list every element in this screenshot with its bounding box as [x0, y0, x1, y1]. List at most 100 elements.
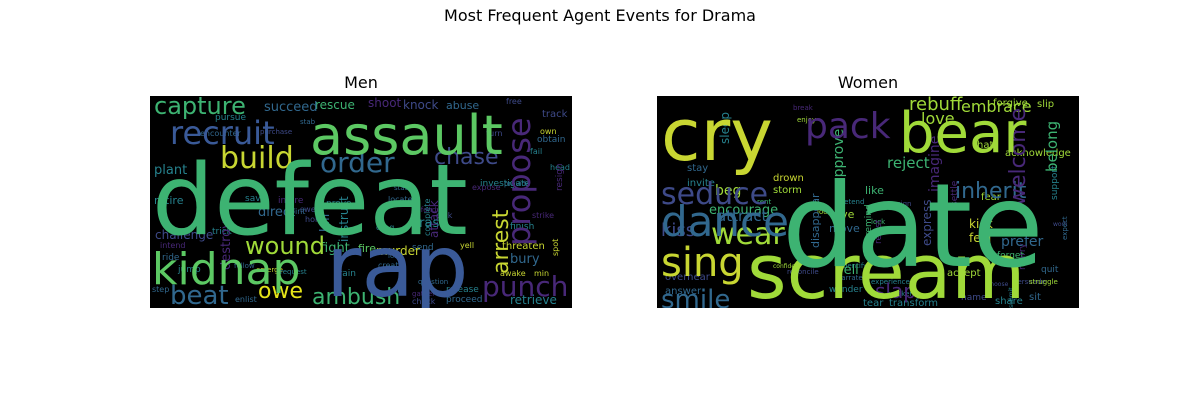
word-investigate: investigate: [480, 179, 531, 189]
word-rap: rap: [326, 217, 469, 308]
word-defend: defend: [412, 206, 436, 214]
word-drown: drown: [773, 173, 804, 184]
word-fly: fly: [394, 285, 406, 295]
word-own: own: [540, 127, 557, 136]
word-feel: feel: [969, 231, 991, 245]
word-shoot: shoot: [368, 96, 402, 110]
word-purchase: purchase: [260, 128, 292, 136]
word-support: support: [1050, 165, 1060, 200]
word-destroy: destroy: [219, 221, 234, 270]
word-kill: kill: [318, 214, 333, 232]
word-expect: expect: [1061, 216, 1069, 240]
word-settle: settle: [950, 180, 960, 206]
word-kiss: kiss: [661, 220, 695, 241]
word-beat: beat: [170, 281, 229, 308]
word-wonder: wonder: [829, 285, 863, 295]
word-answer: answer: [665, 286, 702, 297]
word-remind: remind: [864, 204, 874, 236]
word-obtain: obtain: [537, 135, 565, 145]
word-strike: strike: [532, 211, 554, 220]
word-belong: belong: [1043, 121, 1061, 172]
word-finish: finish: [510, 222, 534, 232]
word-send: send: [412, 243, 434, 253]
word-identify: identify: [841, 262, 867, 270]
word-accept: accept: [947, 268, 981, 279]
word-marry: marry: [1018, 242, 1028, 270]
word-punch: punch: [482, 270, 568, 303]
word-slap: slap: [875, 279, 916, 303]
word-fell: fell: [839, 263, 859, 278]
word-proceed: proceed: [446, 295, 482, 305]
word-capture: capture: [154, 96, 246, 120]
word-order: order: [320, 146, 395, 179]
word-storm: storm: [773, 185, 802, 196]
word-jump: jump: [177, 265, 201, 275]
word-create: create: [378, 261, 403, 270]
word-step: step: [152, 285, 169, 294]
word-enjoy: enjoy: [797, 116, 816, 124]
word-approve: approve: [831, 129, 847, 186]
word-expose: expose: [472, 183, 501, 192]
word-imagine: imagine: [927, 136, 943, 192]
word-awake: awake: [500, 269, 526, 278]
word-forget: forget: [997, 251, 1024, 261]
word-recruit: recruit: [170, 114, 275, 152]
word-kidnap: kidnap: [152, 244, 300, 295]
word-head: head: [550, 163, 570, 172]
word-wound: wound: [245, 232, 325, 260]
word-sing: sing: [661, 240, 744, 286]
word-move: move: [829, 222, 860, 235]
word-instruct: instruct: [337, 196, 351, 242]
word-fire: fire: [358, 242, 376, 255]
word-kick: kick: [969, 217, 993, 231]
word-propose: propose: [500, 117, 538, 246]
word-embrace: embrace: [961, 97, 1032, 116]
word-follow: follow: [234, 262, 255, 270]
word-beg: beg: [715, 183, 741, 199]
word-knock: knock: [403, 98, 438, 112]
word-pack: pack: [805, 106, 891, 147]
word-gather: gather: [412, 290, 435, 298]
word-disappear: disappear: [809, 193, 822, 248]
word-transform: transform: [889, 298, 938, 308]
word-cloud-men: state purchase provide defend lose check enlis…: [150, 96, 572, 308]
word-resign: resign: [555, 163, 565, 191]
word-love: love: [921, 109, 955, 128]
word-spot: spot: [551, 239, 560, 256]
word-overhear: overhear: [665, 272, 711, 283]
word-state: state: [394, 184, 412, 192]
word-rent: rent: [757, 198, 771, 206]
word-resist: resist: [874, 219, 884, 244]
word-awaken: awaken: [887, 290, 914, 298]
word-arrest: arrest: [489, 209, 514, 274]
word-hold: hold: [305, 215, 322, 224]
word-wear: wear: [711, 217, 785, 252]
word-seduce: seduce: [661, 177, 768, 212]
word-prefer: prefer: [1001, 234, 1043, 250]
word-complete: complete: [423, 199, 432, 236]
word-retire: retire: [154, 194, 184, 207]
word-pick: pick: [436, 211, 453, 220]
word-fight: fight: [320, 241, 350, 256]
word-direct: direct: [258, 205, 295, 220]
word-swear: swear: [300, 205, 325, 214]
word-encounter: encounter: [200, 129, 241, 138]
word-hat: hat: [977, 140, 993, 151]
word-provide: provide: [504, 180, 530, 188]
word-ambush: ambush: [312, 285, 400, 308]
word-threaten: threaten: [502, 241, 545, 252]
word-abuse: abuse: [446, 99, 479, 112]
figure-title: Most Frequent Agent Events for Drama: [444, 6, 756, 25]
word-trick: trick: [212, 227, 233, 237]
word-succeed: succeed: [264, 100, 318, 115]
word-turn: turn: [486, 129, 502, 138]
word-defeat: defeat: [152, 144, 468, 258]
word-bury: bury: [510, 252, 540, 267]
word-emerge: emerge: [256, 266, 283, 274]
word-like: like: [865, 184, 884, 197]
word-cloud-women: confide work submit choose experience identif…: [657, 96, 1079, 308]
word-injure: injure: [278, 196, 304, 206]
word-live: live: [835, 208, 855, 221]
word-fail: fail: [530, 147, 542, 156]
